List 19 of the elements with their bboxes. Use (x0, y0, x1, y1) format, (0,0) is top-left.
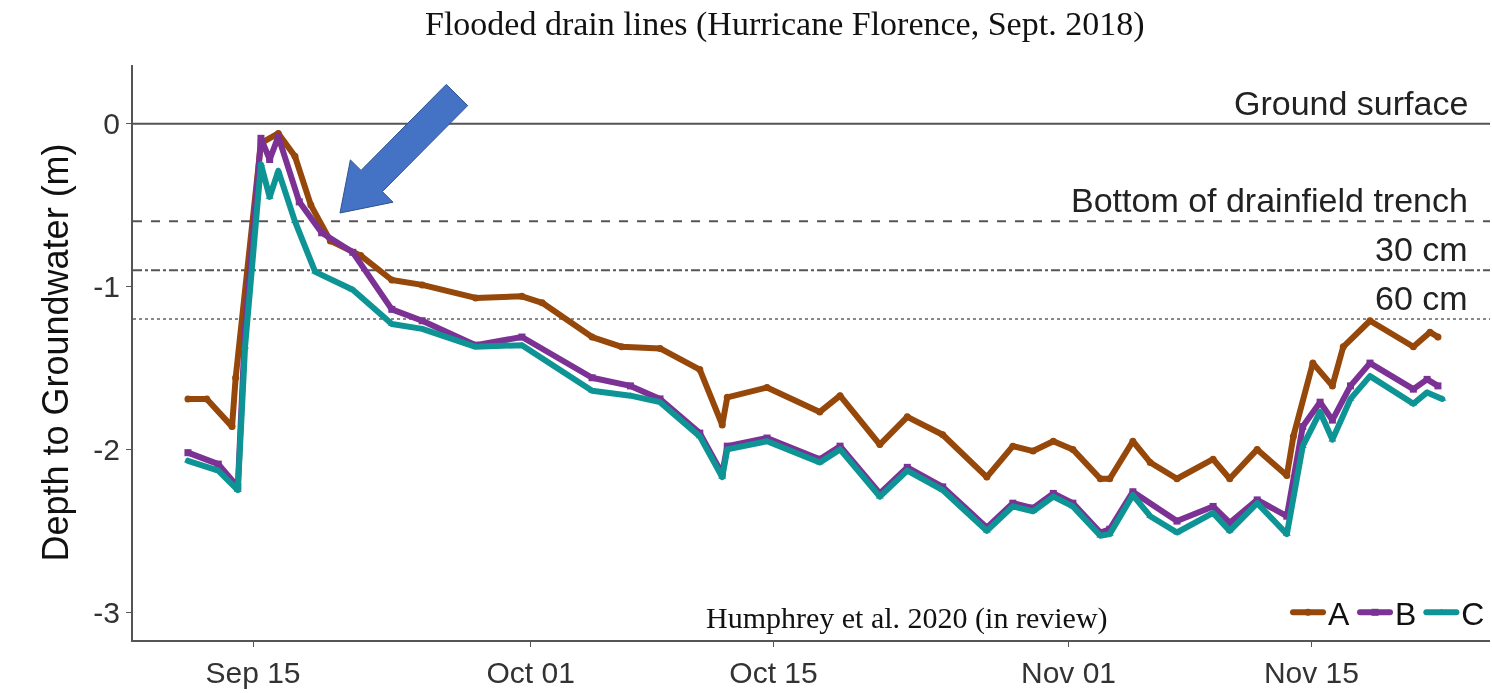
y-tick-label: -3 (93, 595, 120, 629)
x-tick-label: Nov 01 (1020, 656, 1117, 689)
y-axis-title: Depth to Groundwater (m) (34, 143, 76, 562)
x-tick-label: Nov 15 (1263, 656, 1359, 689)
legend-label: B (1395, 595, 1417, 632)
x-tick-label: Sep 15 (205, 656, 301, 689)
ref-line-label: Bottom of drainfield trench (1071, 181, 1468, 219)
y-tick-label: -2 (93, 432, 120, 466)
y-tick-label: 0 (103, 107, 120, 141)
ref-line-label: Ground surface (1234, 84, 1469, 122)
text: Flooded drain lines (Hurricane Florence, Sept. 2018) (425, 5, 1145, 43)
x-tick-label: Oct 01 (486, 656, 575, 689)
x-tick-label: Oct 15 (729, 656, 818, 689)
legend-label: C (1461, 595, 1485, 632)
y-tick-label: -1 (93, 270, 120, 304)
annotation: Humphrey et al. 2020 (in review) (706, 601, 1108, 635)
ref-line-label: 60 cm (1375, 279, 1468, 317)
ref-line-label: 30 cm (1375, 230, 1468, 268)
legend-label: A (1328, 595, 1350, 632)
